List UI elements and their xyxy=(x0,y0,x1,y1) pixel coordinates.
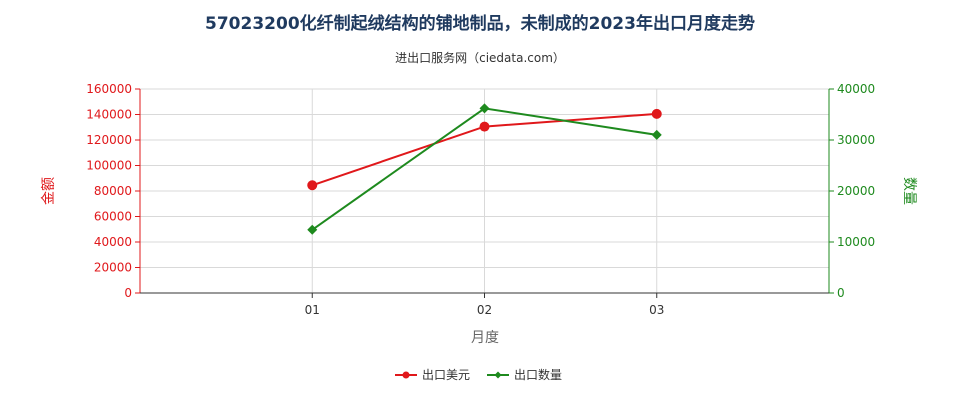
y-tick-left-label: 100000 xyxy=(86,159,132,173)
y-tick-left-label: 140000 xyxy=(86,108,132,122)
x-tick-label: 02 xyxy=(477,303,492,317)
chart-title: 57023200化纤制起绒结构的铺地制品，未制成的2023年出口月度走势 xyxy=(205,13,755,34)
ticks: 0200004000060000800001000001200001400001… xyxy=(86,82,875,317)
data-point-2 xyxy=(479,103,490,114)
legend-label-1: 出口美元 xyxy=(422,368,470,382)
y-tick-left-label: 40000 xyxy=(94,235,132,249)
y-tick-left-label: 80000 xyxy=(94,184,132,198)
y-tick-left-label: 20000 xyxy=(94,261,132,275)
y-tick-right-label: 0 xyxy=(837,286,845,300)
x-axis-title: 月度 xyxy=(471,330,499,346)
legend-marker-2 xyxy=(494,371,502,379)
y-tick-right-label: 20000 xyxy=(837,184,875,198)
x-tick-label: 01 xyxy=(305,303,320,317)
chart-subtitle: 进出口服务网（ciedata.com） xyxy=(395,50,565,65)
y-tick-left-label: 60000 xyxy=(94,210,132,224)
data-point-1 xyxy=(307,180,318,191)
y-tick-right-label: 10000 xyxy=(837,235,875,249)
y-tick-right-label: 40000 xyxy=(837,82,875,96)
series xyxy=(307,103,662,235)
x-tick-label: 03 xyxy=(649,303,664,317)
data-point-1 xyxy=(651,108,662,119)
y-axis-title-left: 金额 xyxy=(41,177,57,205)
y-axis-title-right: 数量 xyxy=(901,177,917,205)
legend: 出口美元 出口数量 xyxy=(395,367,562,382)
legend-label-2: 出口数量 xyxy=(514,367,562,382)
y-tick-left-label: 0 xyxy=(124,286,132,300)
data-point-2 xyxy=(307,224,318,235)
y-tick-left-label: 160000 xyxy=(86,82,132,96)
y-tick-right-label: 30000 xyxy=(837,133,875,147)
y-tick-left-label: 120000 xyxy=(86,133,132,147)
grid xyxy=(140,88,829,294)
data-point-2 xyxy=(651,129,662,140)
legend-marker-1 xyxy=(402,371,410,379)
data-point-1 xyxy=(479,121,490,132)
